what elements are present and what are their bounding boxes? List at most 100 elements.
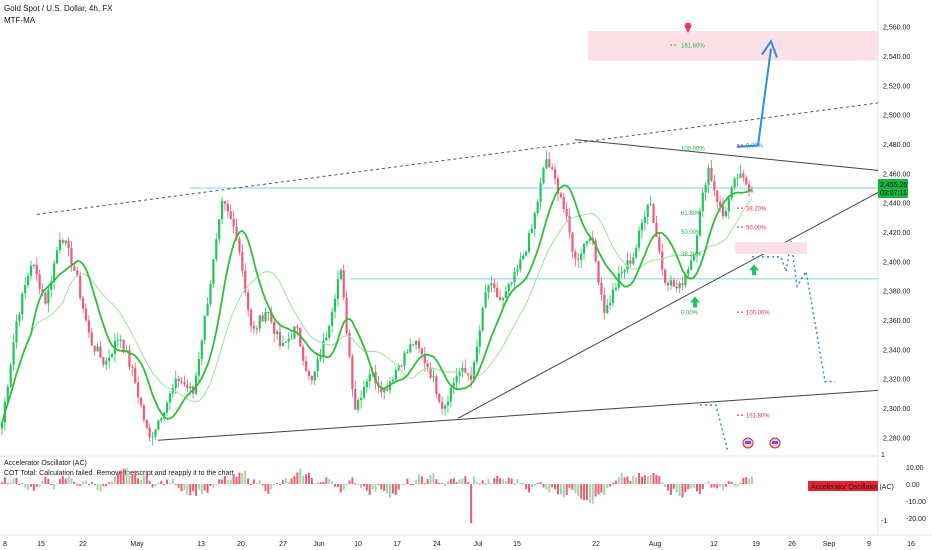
last-price-value: 2,455.25 xyxy=(880,182,907,189)
oscillator-bar xyxy=(646,475,649,484)
oscillator-bar xyxy=(507,477,510,484)
oscillator-bar xyxy=(423,483,426,485)
candle-body xyxy=(258,315,261,329)
candle-body xyxy=(79,275,82,299)
candle-body xyxy=(223,200,227,204)
candle-body xyxy=(29,265,33,276)
oscillator-bar xyxy=(606,484,609,489)
candle-body xyxy=(255,328,258,330)
candle-body xyxy=(160,418,163,421)
oscillator-bar xyxy=(76,484,79,486)
oscillator-bar xyxy=(487,478,490,484)
candle-body xyxy=(50,281,53,290)
candle-body xyxy=(577,258,580,260)
candle-body xyxy=(302,346,305,362)
candle-body xyxy=(692,254,696,261)
candle-body xyxy=(637,230,641,248)
oscillator-bar xyxy=(649,474,652,484)
oscillator-bar xyxy=(386,484,389,494)
candle-body xyxy=(461,367,464,372)
candle-body xyxy=(206,304,209,316)
oscillator-bar xyxy=(250,484,253,485)
oscillator-bar xyxy=(571,484,574,490)
candle-body xyxy=(545,159,548,169)
candle-body xyxy=(293,326,296,339)
time-tick-label: 20 xyxy=(237,541,245,548)
oscillator-bar xyxy=(681,484,684,498)
oscillator-bar xyxy=(556,484,559,495)
oscillator-bar xyxy=(397,484,400,490)
candle-body xyxy=(713,181,716,191)
candle-body xyxy=(582,244,586,254)
oscillator-bar xyxy=(336,484,339,488)
oscillator-bar xyxy=(513,483,516,485)
oscillator-bar xyxy=(96,484,99,490)
oscillator-bar xyxy=(131,475,134,484)
candle-body xyxy=(137,382,140,398)
candle-body xyxy=(426,363,429,368)
oscillator-bar xyxy=(58,479,61,484)
oscillator-bar xyxy=(284,477,287,484)
oscillator-bar xyxy=(119,470,122,484)
candle-body xyxy=(513,271,516,283)
fib-right-label: 100.00% xyxy=(746,311,770,317)
time-tick-label: 27 xyxy=(279,541,287,548)
candle-body xyxy=(716,190,719,202)
candle-body xyxy=(580,253,583,260)
us-flag-icon-inner xyxy=(745,441,751,444)
last-price-countdown: 03:07:11 xyxy=(880,190,907,197)
candle-body xyxy=(35,264,38,275)
time-tick-label: 9 xyxy=(867,541,871,548)
candle-body xyxy=(21,293,24,315)
candle-body xyxy=(148,427,151,438)
candle-body xyxy=(406,352,409,354)
candle-body xyxy=(171,388,174,394)
candle-body xyxy=(58,240,62,251)
oscillator-bar xyxy=(632,475,635,484)
oscillator-tick-label: 10.00 xyxy=(906,465,924,472)
oscillator-bar xyxy=(348,480,351,484)
candle-body xyxy=(197,358,201,376)
oscillator-bar xyxy=(426,479,429,484)
candle-body xyxy=(487,285,490,292)
fib-right-label: 50.00% xyxy=(746,226,767,232)
candle-body xyxy=(9,365,12,387)
time-tick-label: 8 xyxy=(3,541,7,548)
candle-body xyxy=(635,247,638,258)
candle-body xyxy=(594,240,597,262)
oscillator-bar xyxy=(580,484,583,499)
candle-body xyxy=(565,208,568,216)
candle-body xyxy=(151,436,154,438)
candle-body xyxy=(325,337,328,341)
price-tick-label: 2,280.00 xyxy=(883,435,910,442)
candle-body xyxy=(623,269,626,272)
time-tick-label: 16 xyxy=(907,541,915,548)
candle-body xyxy=(32,264,35,266)
candle-body xyxy=(542,168,545,184)
candle-body xyxy=(359,397,363,401)
oscillator-bar xyxy=(635,477,638,484)
candle-body xyxy=(247,292,250,310)
candle-body xyxy=(597,261,600,283)
oscillator-bar xyxy=(597,484,600,495)
oscillator-bar xyxy=(493,478,496,484)
oscillator-bar xyxy=(530,484,533,488)
candle-body xyxy=(423,354,426,364)
oscillator-bar xyxy=(331,481,334,484)
oscillator-bar xyxy=(197,484,200,490)
base-support-line xyxy=(157,389,879,441)
oscillator-bar xyxy=(354,483,357,485)
candle-body xyxy=(264,312,267,322)
candle-body xyxy=(571,232,574,252)
candle-body xyxy=(99,346,102,358)
candle-body xyxy=(429,367,432,378)
oscillator-bar xyxy=(742,477,745,484)
price-tick-label: 2,520.00 xyxy=(883,83,910,90)
time-tick-label: 24 xyxy=(433,541,441,548)
candle-body xyxy=(47,289,50,304)
oscillator-bar xyxy=(499,478,502,484)
oscillator-bar xyxy=(574,484,577,494)
candle-body xyxy=(452,382,455,388)
oscillator-bar xyxy=(125,468,128,484)
